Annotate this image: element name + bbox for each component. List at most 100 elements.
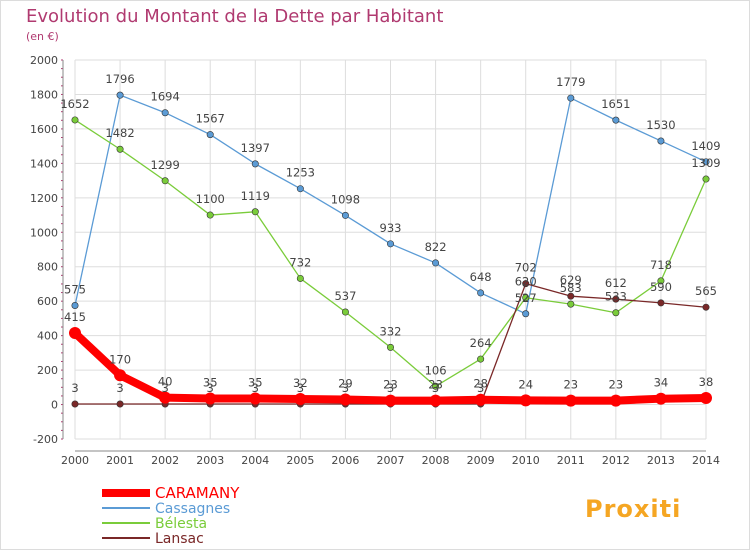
data-point [206,211,214,219]
data-label: 3 [297,381,304,395]
y-tick-label: 200 [37,364,58,377]
y-tick-label: 1200 [30,192,58,205]
data-label: 533 [605,290,627,304]
data-label: 612 [605,276,627,290]
data-point [159,391,172,404]
data-label: 1652 [60,97,89,111]
data-label: 3 [432,381,439,395]
data-point [702,158,710,166]
data-label: 1796 [105,72,134,86]
data-point [386,343,394,351]
data-label: 23 [563,378,578,392]
data-label: 3 [71,381,78,395]
data-label: 24 [518,377,533,391]
data-point [114,369,127,382]
data-point [432,382,440,390]
data-label: 170 [109,352,131,366]
y-tick-label: -200 [33,433,58,446]
data-point [116,145,124,153]
data-label: 3 [387,381,394,395]
data-point [654,392,667,405]
data-point [71,116,79,124]
x-tick-label: 2006 [331,454,359,467]
data-label: 23 [383,378,398,392]
data-point [71,301,79,309]
data-label: 629 [560,273,582,287]
data-point [251,208,259,216]
data-point [702,175,710,183]
data-label: 565 [695,284,717,298]
data-point [612,295,620,303]
data-label: 648 [470,270,492,284]
data-point [609,394,622,407]
data-label: 590 [650,280,672,294]
data-point [296,185,304,193]
data-label: 3 [161,381,168,395]
data-point [204,392,217,405]
data-label: 1651 [601,97,630,111]
data-point [341,308,349,316]
data-label: 620 [515,275,537,289]
data-label: 32 [293,376,308,390]
legend-label: Lansac [155,531,204,547]
x-tick-label: 2013 [647,454,675,467]
data-label: 1397 [241,141,270,155]
legend-label: Cassagnes [155,501,230,517]
data-point [384,394,397,407]
data-label: 1098 [331,192,360,206]
data-point [657,137,665,145]
data-point [249,392,262,405]
data-label: 38 [699,375,714,389]
data-label: 1482 [105,126,134,140]
y-tick-label: 0 [51,399,58,412]
data-point [612,116,620,124]
y-tick-label: 1000 [30,226,58,239]
data-label: 3 [252,381,259,395]
data-label: 28 [473,377,488,391]
data-label: 1253 [286,166,315,180]
x-tick-label: 2005 [286,454,314,467]
data-label: 583 [560,281,582,295]
data-label: 3 [116,381,123,395]
data-label: 3 [477,381,484,395]
y-tick-label: 400 [37,330,58,343]
data-point [251,160,259,168]
data-label: 40 [158,375,173,389]
data-label: 3 [207,381,214,395]
x-tick-label: 2009 [467,454,495,467]
data-point [161,177,169,185]
data-label: 1299 [151,158,180,172]
legend-label: CARAMANY [155,484,240,502]
data-point [700,391,712,404]
data-point [432,259,440,267]
data-point [429,394,442,407]
data-label: 527 [515,291,537,305]
data-label: 1530 [646,118,675,132]
data-label: 732 [289,255,311,269]
data-label: 1100 [196,192,225,206]
data-point [612,309,620,317]
data-label: 106 [425,363,447,377]
data-label: 822 [425,240,447,254]
x-tick-label: 2007 [377,454,405,467]
x-tick-label: 2011 [557,454,585,467]
data-point [341,211,349,219]
data-point [564,394,577,407]
data-label: 575 [64,282,86,296]
data-label: 1309 [691,156,720,170]
data-point [702,303,710,311]
data-point [522,280,530,288]
data-label-layer: 415 170 40 35 35 32 29 23 23 28 24 23 23 34 38 575 1796 1… [60,72,720,395]
y-tick-label: 600 [37,295,58,308]
x-tick-label: 2002 [151,454,179,467]
y-tick-label: 1400 [30,157,58,170]
data-point [296,274,304,282]
x-tick-label: 2012 [602,454,630,467]
data-point [477,289,485,297]
x-tick-label: 2014 [692,454,720,467]
data-point [522,310,530,318]
data-label: 29 [338,377,353,391]
data-point [69,327,81,340]
data-point [339,393,352,406]
